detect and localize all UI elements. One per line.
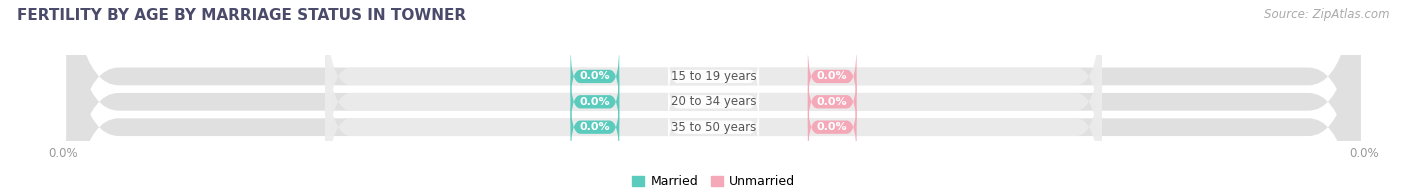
FancyBboxPatch shape — [66, 0, 1361, 196]
FancyBboxPatch shape — [571, 96, 619, 159]
FancyBboxPatch shape — [668, 45, 759, 108]
Text: 20 to 34 years: 20 to 34 years — [671, 95, 756, 108]
Text: 0.0%: 0.0% — [579, 122, 610, 132]
Legend: Married, Unmarried: Married, Unmarried — [631, 175, 796, 188]
FancyBboxPatch shape — [668, 96, 759, 159]
Text: 0.0%: 0.0% — [817, 97, 848, 107]
FancyBboxPatch shape — [66, 0, 1361, 196]
FancyBboxPatch shape — [325, 34, 1102, 196]
Text: 0.0%: 0.0% — [579, 97, 610, 107]
FancyBboxPatch shape — [571, 70, 619, 133]
FancyBboxPatch shape — [808, 45, 856, 108]
FancyBboxPatch shape — [668, 70, 759, 133]
Text: 35 to 50 years: 35 to 50 years — [671, 121, 756, 134]
FancyBboxPatch shape — [571, 45, 619, 108]
Text: 0.0%: 0.0% — [579, 71, 610, 82]
FancyBboxPatch shape — [808, 96, 856, 159]
Text: 0.0%: 0.0% — [817, 71, 848, 82]
Text: 15 to 19 years: 15 to 19 years — [671, 70, 756, 83]
Text: 0.0%: 0.0% — [817, 122, 848, 132]
FancyBboxPatch shape — [325, 9, 1102, 194]
FancyBboxPatch shape — [66, 0, 1361, 196]
FancyBboxPatch shape — [325, 0, 1102, 169]
Text: FERTILITY BY AGE BY MARRIAGE STATUS IN TOWNER: FERTILITY BY AGE BY MARRIAGE STATUS IN T… — [17, 8, 465, 23]
Text: Source: ZipAtlas.com: Source: ZipAtlas.com — [1264, 8, 1389, 21]
FancyBboxPatch shape — [808, 70, 856, 133]
